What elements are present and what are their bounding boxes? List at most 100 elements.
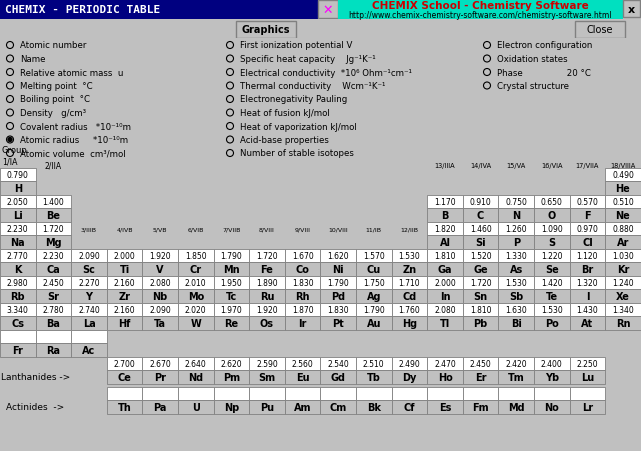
Bar (249, 249, 285, 262)
Bar (534, 400, 570, 414)
Bar (71, 316, 107, 330)
Text: Specific heat capacity    Jg⁻¹K⁻¹: Specific heat capacity Jg⁻¹K⁻¹ (240, 55, 376, 64)
Text: Cu: Cu (367, 264, 381, 274)
Bar (0, 235, 36, 249)
Text: 2.080: 2.080 (434, 305, 456, 314)
Text: H: H (13, 184, 22, 193)
Bar (213, 387, 249, 400)
Text: O: O (547, 210, 556, 220)
Text: Rh: Rh (296, 291, 310, 301)
Bar (320, 370, 356, 384)
Bar (178, 357, 213, 370)
Bar (463, 208, 499, 222)
Text: 1.720: 1.720 (42, 224, 64, 233)
Text: Mn: Mn (223, 264, 240, 274)
Text: Cr: Cr (190, 264, 202, 274)
Bar (392, 357, 427, 370)
Bar (356, 249, 392, 262)
Text: Eu: Eu (296, 372, 310, 382)
Bar (570, 370, 605, 384)
Text: Sn: Sn (474, 291, 488, 301)
Text: Na: Na (10, 237, 25, 247)
Bar (178, 262, 213, 276)
Text: Fe: Fe (260, 264, 274, 274)
Text: Li: Li (13, 210, 22, 220)
Bar (36, 235, 71, 249)
Bar (356, 304, 392, 316)
Bar (320, 276, 356, 289)
Bar (213, 370, 249, 384)
Bar (605, 222, 641, 235)
Bar (36, 262, 71, 276)
Text: 1.670: 1.670 (292, 251, 313, 260)
Bar (285, 262, 320, 276)
Bar (178, 387, 213, 400)
Text: 2.270: 2.270 (78, 278, 100, 287)
Bar (570, 262, 605, 276)
Bar (499, 387, 534, 400)
Text: 2.250: 2.250 (577, 359, 598, 368)
Bar (605, 262, 641, 276)
Text: x: x (628, 5, 635, 15)
Text: Ac: Ac (83, 345, 96, 355)
Text: 1.120: 1.120 (577, 251, 598, 260)
Bar (142, 387, 178, 400)
Text: 12/IIB: 12/IIB (401, 227, 419, 232)
Text: Ag: Ag (367, 291, 381, 301)
Bar (356, 400, 392, 414)
Bar (534, 196, 570, 208)
Bar (178, 370, 213, 384)
Bar (320, 249, 356, 262)
Text: Electron configuration: Electron configuration (497, 41, 592, 51)
Text: 11/IB: 11/IB (366, 227, 382, 232)
Text: 2.620: 2.620 (221, 359, 242, 368)
Bar (320, 289, 356, 304)
Bar (249, 370, 285, 384)
Text: Ir: Ir (299, 318, 307, 328)
Text: 1.330: 1.330 (505, 251, 527, 260)
Bar (499, 316, 534, 330)
Text: 9/VIII: 9/VIII (295, 227, 311, 232)
Bar (499, 235, 534, 249)
Text: 2.450: 2.450 (470, 359, 492, 368)
Text: B: B (441, 210, 449, 220)
Bar (356, 276, 392, 289)
Bar (0, 262, 36, 276)
Text: Crystal structure: Crystal structure (497, 82, 569, 91)
Bar (392, 387, 427, 400)
Text: Cs: Cs (12, 318, 24, 328)
Text: Ge: Ge (473, 264, 488, 274)
Text: K: K (14, 264, 22, 274)
Text: 2.420: 2.420 (505, 359, 527, 368)
Text: 2.230: 2.230 (42, 251, 64, 260)
Bar (570, 208, 605, 222)
Text: 2.000: 2.000 (113, 251, 135, 260)
Bar (463, 316, 499, 330)
Bar (392, 289, 427, 304)
Text: Be: Be (46, 210, 60, 220)
Text: 1.810: 1.810 (470, 305, 492, 314)
Text: In: In (440, 291, 450, 301)
Text: 0.510: 0.510 (612, 198, 634, 206)
Text: Pb: Pb (474, 318, 488, 328)
Bar (570, 222, 605, 235)
Text: ✕: ✕ (323, 4, 333, 17)
Text: 8/VIII: 8/VIII (259, 227, 275, 232)
Bar (71, 262, 107, 276)
Bar (534, 222, 570, 235)
Bar (534, 387, 570, 400)
Bar (285, 249, 320, 262)
Bar (605, 316, 641, 330)
Bar (178, 304, 213, 316)
Bar (392, 262, 427, 276)
Text: 6/VIB: 6/VIB (188, 227, 204, 232)
Text: I: I (586, 291, 589, 301)
Text: S: S (548, 237, 555, 247)
Text: 2.770: 2.770 (7, 251, 29, 260)
Text: Sr: Sr (47, 291, 60, 301)
Bar (178, 289, 213, 304)
Text: 1.620: 1.620 (328, 251, 349, 260)
Text: Ne: Ne (615, 210, 630, 220)
Text: 1.220: 1.220 (541, 251, 563, 260)
Text: 2.010: 2.010 (185, 278, 206, 287)
